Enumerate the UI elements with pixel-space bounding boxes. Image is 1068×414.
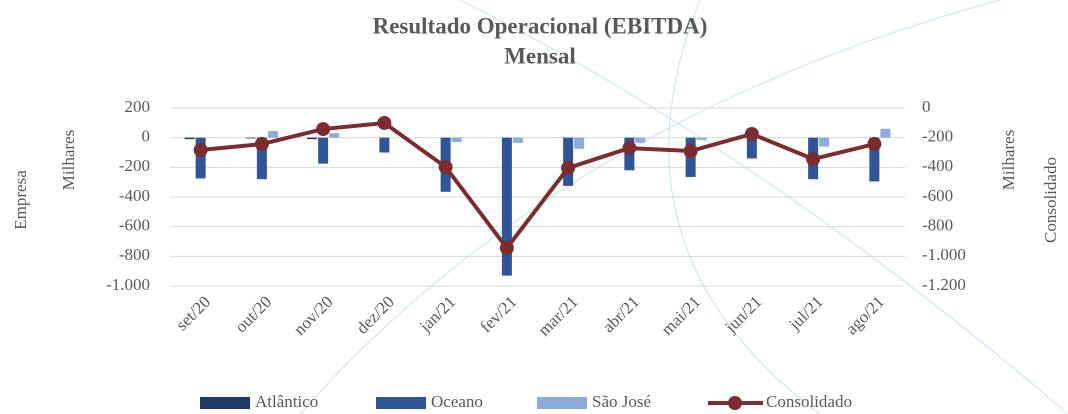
line-point	[499, 241, 514, 256]
bar	[318, 137, 329, 164]
y2-tick-label: -1.200	[922, 275, 966, 294]
x-tick-label: fev/21	[476, 292, 520, 336]
line-point	[377, 115, 392, 130]
bar	[195, 137, 206, 179]
bar	[451, 137, 462, 143]
y2-axis-unit: Milhares	[999, 130, 1018, 190]
bar	[869, 137, 880, 182]
x-tick-label: set/20	[172, 292, 214, 334]
line-point	[254, 137, 269, 152]
legend-label: Consolidado	[766, 392, 852, 411]
y-axis-label: Empresa	[11, 170, 30, 230]
line-point	[744, 126, 759, 141]
bar	[635, 137, 646, 143]
y2-tick-label: -600	[922, 186, 953, 205]
y-tick-label: 0	[142, 127, 151, 146]
line-point	[806, 152, 821, 167]
x-tick-label: jul/21	[785, 292, 827, 334]
x-tick-label: mai/21	[657, 292, 704, 339]
decor-curve	[299, 0, 1001, 414]
x-tick-label: jan/21	[415, 292, 459, 336]
bar	[880, 128, 891, 138]
legend-label: São José	[592, 392, 651, 411]
line-point	[683, 144, 698, 159]
y-tick-label: -1.000	[106, 275, 150, 294]
legend-swatch	[537, 397, 587, 409]
legend-label: Oceano	[431, 392, 483, 411]
line-point	[867, 137, 882, 152]
bar	[501, 137, 512, 276]
decor-curve	[459, 0, 1068, 414]
y2-tick-label: 0	[922, 97, 931, 116]
legend-label: Atlântico	[255, 392, 318, 411]
x-tick-label: out/20	[231, 292, 275, 336]
y2-tick-label: -200	[922, 127, 953, 146]
x-tick-label: mar/21	[534, 292, 581, 339]
x-tick-label: dez/20	[352, 292, 397, 337]
x-tick-label: abr/21	[599, 292, 643, 336]
line	[200, 120, 875, 252]
y-tick-label: 200	[125, 97, 151, 116]
bar	[696, 137, 707, 140]
bar	[245, 137, 256, 139]
x-tick-label: nov/20	[290, 292, 337, 339]
line-point	[438, 160, 453, 175]
x-tick-label: jun/21	[721, 292, 766, 337]
bar	[256, 137, 267, 180]
y2-tick-label: -800	[922, 216, 953, 235]
line-point	[622, 141, 637, 156]
line-point	[316, 122, 331, 137]
y2-tick-label: -400	[922, 156, 953, 175]
y-tick-label: -800	[119, 245, 150, 264]
chart-title: Resultado Operacional (EBITDA)	[373, 13, 708, 38]
bar	[307, 137, 318, 140]
y2-tick-label: -1.000	[922, 245, 966, 264]
legend-swatch	[200, 397, 250, 409]
y-tick-label: -200	[119, 156, 150, 175]
y-axis-unit: Milhares	[59, 130, 78, 190]
legend-swatch	[376, 397, 426, 409]
bar	[512, 137, 523, 143]
bar	[329, 133, 340, 138]
line-point	[561, 160, 576, 175]
x-tick-label: ago/21	[842, 292, 888, 338]
y2-axis-label: Consolidado	[1041, 157, 1060, 243]
bar	[379, 137, 390, 153]
bar	[267, 130, 278, 138]
y-tick-label: -400	[119, 186, 150, 205]
bar	[574, 137, 585, 149]
line-point	[193, 142, 208, 157]
bar	[184, 137, 195, 140]
bar	[746, 137, 757, 159]
decor-curve	[668, 0, 821, 414]
y-tick-label: -600	[119, 216, 150, 235]
chart-title: Mensal	[504, 43, 576, 68]
legend-swatch	[728, 396, 742, 410]
bar	[819, 137, 830, 147]
